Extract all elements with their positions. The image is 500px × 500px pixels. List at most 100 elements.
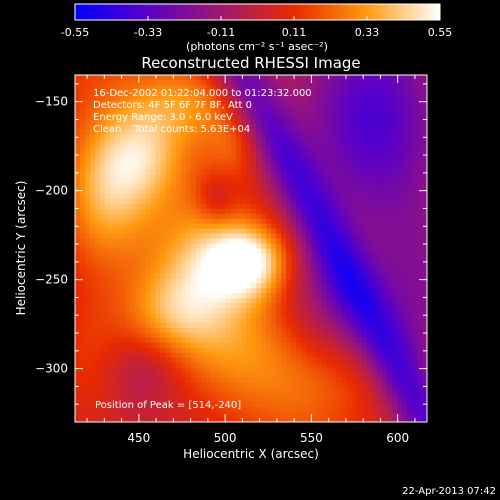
heatmap-cell xyxy=(326,193,333,200)
heatmap-cell xyxy=(240,248,247,255)
heatmap-cell xyxy=(155,169,162,175)
heatmap-cell xyxy=(170,233,177,240)
heatmap-cell xyxy=(205,258,212,264)
heatmap-cell xyxy=(331,174,338,180)
heatmap-cell xyxy=(311,288,317,294)
heatmap-cell xyxy=(326,144,333,150)
heatmap-cell xyxy=(80,357,86,364)
heatmap-cell xyxy=(135,263,141,269)
heatmap-cell xyxy=(401,357,408,364)
heatmap-cell xyxy=(341,99,348,106)
heatmap-cell xyxy=(205,218,212,225)
heatmap-cell xyxy=(155,139,162,145)
heatmap-cell xyxy=(386,189,393,195)
heatmap-cell xyxy=(80,327,86,334)
heatmap-cell xyxy=(301,312,307,319)
heatmap-cell xyxy=(291,104,297,111)
heatmap-cell xyxy=(135,129,141,136)
heatmap-cell xyxy=(105,84,111,91)
heatmap-cell xyxy=(175,119,182,126)
heatmap-cell xyxy=(130,253,136,260)
heatmap-cell xyxy=(245,273,252,279)
heatmap-cell xyxy=(361,327,368,334)
heatmap-cell xyxy=(391,203,398,210)
heatmap-cell xyxy=(195,317,202,324)
heatmap-cell xyxy=(281,248,287,255)
heatmap-cell xyxy=(245,208,252,215)
heatmap-cell xyxy=(145,258,152,264)
heatmap-cell xyxy=(210,79,217,86)
heatmap-cell xyxy=(160,198,167,205)
heatmap-cell xyxy=(256,79,262,86)
heatmap-cell xyxy=(251,273,257,279)
heatmap-cell xyxy=(386,223,393,230)
heatmap-cell xyxy=(416,223,423,230)
heatmap-cell xyxy=(215,322,222,329)
heatmap-cell xyxy=(160,407,167,413)
heatmap-cell xyxy=(190,119,197,126)
heatmap-cell xyxy=(240,402,247,408)
heatmap-cell xyxy=(80,322,86,329)
heatmap-cell xyxy=(401,253,408,260)
heatmap-cell xyxy=(321,273,328,279)
heatmap-cell xyxy=(80,104,86,111)
heatmap-cell xyxy=(80,193,86,200)
heatmap-cell xyxy=(90,397,96,403)
heatmap-cell xyxy=(210,233,217,240)
heatmap-cell xyxy=(175,75,182,81)
heatmap-cell xyxy=(271,417,277,422)
heatmap-cell xyxy=(235,377,242,383)
heatmap-cell xyxy=(376,179,383,185)
heatmap-cell xyxy=(361,243,368,250)
heatmap-cell xyxy=(311,377,317,383)
heatmap-cell xyxy=(225,253,232,260)
heatmap-cell xyxy=(80,382,86,388)
heatmap-cell xyxy=(230,164,237,170)
heatmap-cell xyxy=(220,392,227,398)
heatmap-cell xyxy=(135,367,141,374)
heatmap-cell xyxy=(281,372,287,378)
heatmap-cell xyxy=(225,154,232,160)
heatmap-cell xyxy=(90,233,96,240)
heatmap-cell xyxy=(361,258,368,264)
heatmap-cell xyxy=(266,367,272,374)
heatmap-cell xyxy=(220,164,227,170)
heatmap-cell xyxy=(85,124,91,131)
heatmap-cell xyxy=(286,417,292,422)
heatmap-cell xyxy=(356,79,363,86)
heatmap-cell xyxy=(421,268,427,274)
heatmap-cell xyxy=(160,362,167,369)
heatmap-cell xyxy=(341,179,348,185)
heatmap-cell xyxy=(406,109,413,116)
heatmap-cell xyxy=(361,322,368,329)
heatmap-cell xyxy=(210,109,217,116)
heatmap-cell xyxy=(256,154,262,160)
heatmap-cell xyxy=(135,203,141,210)
heatmap-cell xyxy=(366,144,373,150)
heatmap-cell xyxy=(341,268,348,274)
heatmap-cell xyxy=(85,317,91,324)
heatmap-cell xyxy=(180,233,187,240)
heatmap-cell xyxy=(105,337,111,344)
heatmap-cell xyxy=(401,159,408,165)
heatmap-cell xyxy=(386,218,393,225)
heatmap-cell xyxy=(256,99,262,106)
heatmap-cell xyxy=(316,149,322,155)
heatmap-cell xyxy=(411,397,418,403)
heatmap-cell xyxy=(135,159,141,165)
heatmap-cell xyxy=(396,278,403,284)
heatmap-cell xyxy=(416,238,423,245)
heatmap-cell xyxy=(215,367,222,374)
heatmap-cell xyxy=(235,307,242,314)
heatmap-cell xyxy=(411,79,418,86)
heatmap-cell xyxy=(185,263,192,269)
heatmap-cell xyxy=(100,367,106,374)
heatmap-cell xyxy=(190,293,197,299)
heatmap-cell xyxy=(326,273,333,279)
heatmap-cell xyxy=(85,278,91,284)
heatmap-cell xyxy=(286,307,292,314)
heatmap-cell xyxy=(105,307,111,314)
heatmap-cell xyxy=(351,154,358,160)
heatmap-cell xyxy=(130,412,136,418)
heatmap-cell xyxy=(306,169,312,175)
